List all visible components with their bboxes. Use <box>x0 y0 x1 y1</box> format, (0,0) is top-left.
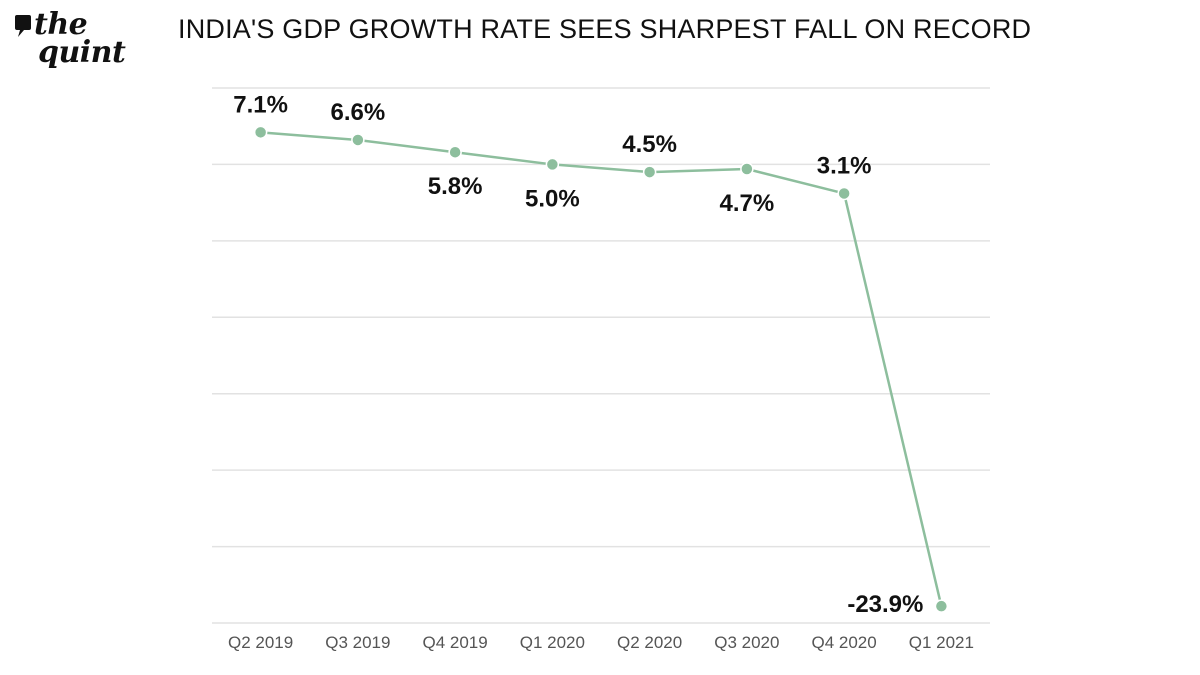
data-labels: 7.1% 6.6% 5.8% 5.0% 4.5% 4.7% 3.1% -23.9% <box>233 91 923 618</box>
gridlines <box>212 87 990 624</box>
data-point <box>934 599 949 613</box>
x-tick-label: Q1 2021 <box>909 633 974 652</box>
data-label: -23.9% <box>847 591 923 618</box>
data-point <box>545 157 560 172</box>
data-label: 4.5% <box>622 131 677 158</box>
data-label: 4.7% <box>720 190 775 217</box>
data-label: 5.8% <box>428 173 483 200</box>
data-label: 3.1% <box>817 152 872 179</box>
data-point <box>448 145 462 159</box>
logo-word-the: the <box>34 7 88 42</box>
x-tick-label: Q3 2020 <box>714 633 779 652</box>
x-tick-label: Q1 2020 <box>520 633 585 652</box>
data-label: 7.1% <box>233 91 288 118</box>
data-point <box>837 186 851 201</box>
x-tick-label: Q3 2019 <box>325 633 390 652</box>
series-line-layer <box>260 131 943 607</box>
data-points <box>253 125 949 613</box>
x-tick-label: Q4 2019 <box>423 633 488 652</box>
speech-bubble-icon <box>15 15 31 37</box>
logo-word-quint: quint <box>38 35 126 70</box>
brand-logo[interactable]: the quint <box>8 8 138 80</box>
data-point <box>642 165 657 179</box>
data-point <box>253 125 268 140</box>
x-tick-label: Q2 2020 <box>617 633 682 652</box>
series-line <box>260 131 943 607</box>
data-point <box>740 162 754 176</box>
data-label: 5.0% <box>525 185 580 212</box>
x-tick-label: Q4 2020 <box>812 633 877 652</box>
data-label: 6.6% <box>331 99 386 126</box>
x-tick-label: Q2 2019 <box>228 633 293 652</box>
data-point <box>351 133 365 147</box>
chart-title: INDIA'S GDP GROWTH RATE SEES SHARPEST FA… <box>178 14 1032 44</box>
x-axis-ticks: Q2 2019 Q3 2019 Q4 2019 Q1 2020 Q2 2020 Q3 20… <box>228 633 974 652</box>
